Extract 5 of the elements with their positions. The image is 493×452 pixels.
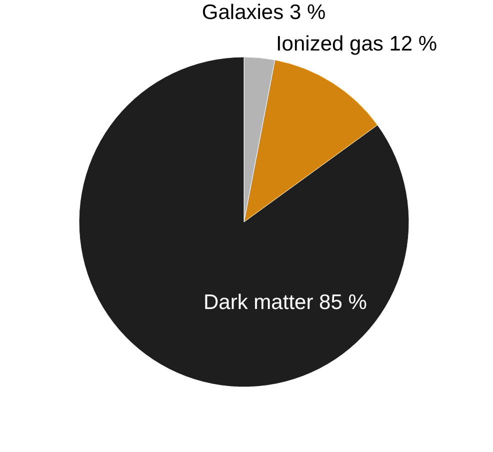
pie-slice — [244, 60, 378, 222]
slice-label: Ionized gas 12 % — [276, 32, 438, 56]
slice-label: Galaxies 3 % — [202, 0, 326, 24]
slice-label: Dark matter 85 % — [204, 290, 367, 314]
pie-slice — [78, 56, 410, 388]
